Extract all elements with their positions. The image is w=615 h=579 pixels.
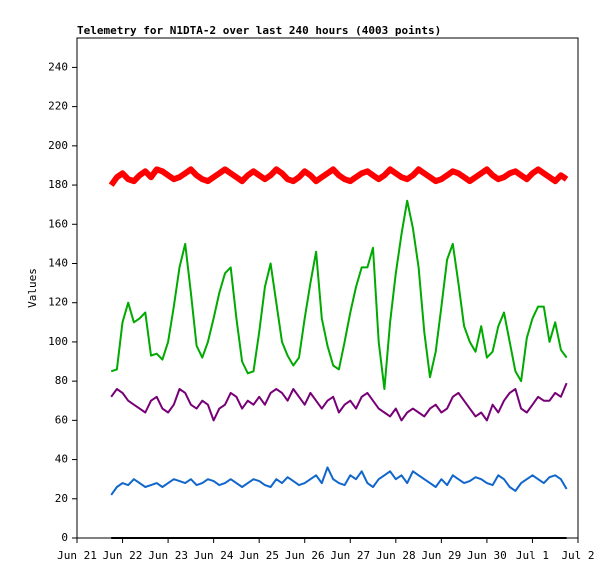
- x-tick-label: Jun 28: [376, 549, 416, 562]
- x-tick-label: Jun 21: [57, 549, 97, 562]
- x-tick-label: Jul 1: [516, 549, 549, 562]
- chart-title: Telemetry for N1DTA-2 over last 240 hour…: [77, 24, 441, 37]
- y-tick-label: 100: [48, 335, 68, 348]
- y-tick-label: 80: [55, 374, 68, 387]
- x-tick-label: Jun 23: [148, 549, 188, 562]
- y-tick-label: 220: [48, 100, 68, 113]
- series-line: [110, 199, 568, 390]
- x-tick-label: Jun 22: [103, 549, 143, 562]
- y-tick-label: 160: [48, 217, 68, 230]
- series-line: [110, 466, 568, 496]
- x-tick-label: Jun 25: [239, 549, 279, 562]
- y-tick-label: 140: [48, 256, 68, 269]
- y-axis-label: Values: [26, 268, 39, 308]
- x-tick-label: Jul 2: [561, 549, 594, 562]
- x-tick-label: Jun 24: [194, 549, 234, 562]
- series-line: [108, 166, 569, 187]
- y-tick-label: 180: [48, 178, 68, 191]
- y-tick-label: 40: [55, 453, 68, 466]
- y-tick-label: 0: [61, 531, 68, 544]
- y-tick-label: 120: [48, 296, 68, 309]
- x-tick-label: Jun 30: [467, 549, 507, 562]
- y-tick-label: 200: [48, 139, 68, 152]
- x-tick-label: Jun 27: [330, 549, 370, 562]
- series-line: [110, 382, 568, 422]
- x-tick-label: Jun 26: [285, 549, 325, 562]
- y-tick-label: 60: [55, 413, 68, 426]
- x-tick-label: Jun 29: [421, 549, 461, 562]
- y-tick-label: 20: [55, 492, 68, 505]
- y-tick-label: 240: [48, 60, 68, 73]
